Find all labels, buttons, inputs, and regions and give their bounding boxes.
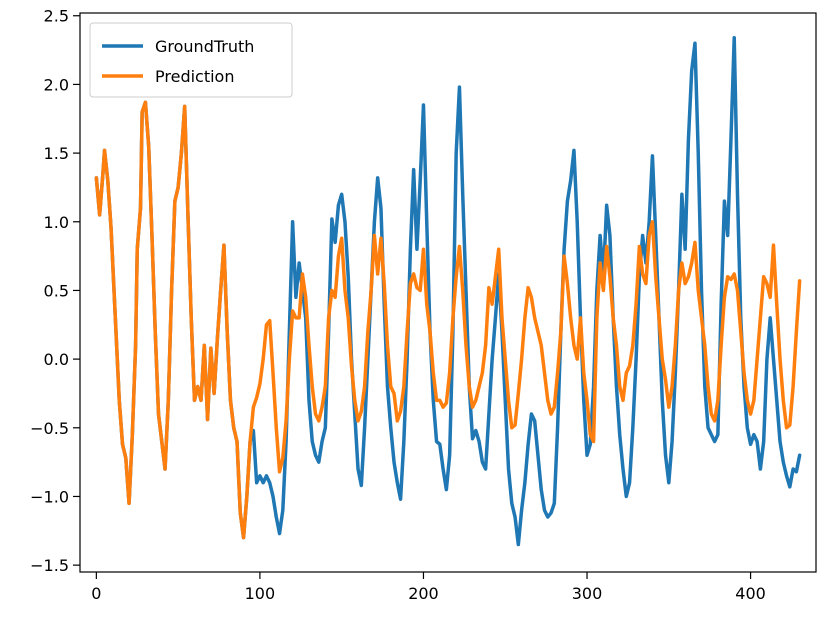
x-tick-label: 100 — [245, 584, 276, 603]
y-tick-label: 1.0 — [44, 213, 69, 232]
x-tick-label: 0 — [91, 584, 101, 603]
y-tick-label: 0.5 — [44, 281, 69, 300]
legend-label-prediction: Prediction — [155, 67, 234, 86]
legend-box — [89, 22, 293, 98]
legend: GroundTruth Prediction — [89, 22, 293, 98]
legend-label-groundtruth: GroundTruth — [155, 37, 254, 56]
x-axis: 0 100 200 300 400 — [91, 572, 766, 603]
series-line-prediction — [94, 100, 802, 540]
x-tick-label: 300 — [572, 584, 603, 603]
y-tick-label: 0.0 — [44, 350, 69, 369]
plot-frame — [79, 12, 817, 573]
x-tick-label: 200 — [408, 584, 439, 603]
y-axis: −1.5 −1.0 −0.5 0.0 0.5 1.0 1.5 2.0 2.5 — [30, 7, 80, 575]
y-tick-label: 1.5 — [44, 144, 69, 163]
x-tick-label: 400 — [735, 584, 766, 603]
series-layer — [94, 35, 802, 547]
y-tick-label: 2.5 — [44, 7, 69, 26]
y-tick-label: −1.5 — [30, 556, 69, 575]
y-tick-label: 2.0 — [44, 75, 69, 94]
y-tick-label: −0.5 — [30, 419, 69, 438]
y-tick-label: −1.0 — [30, 487, 69, 506]
